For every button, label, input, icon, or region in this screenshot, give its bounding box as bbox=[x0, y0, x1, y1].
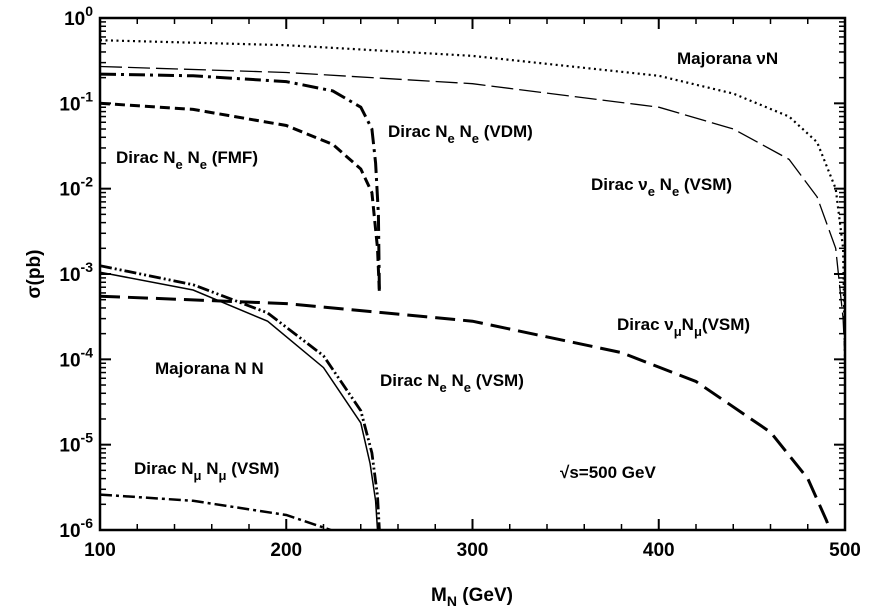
series-line-dirac-ne-ne-vsm bbox=[100, 264, 381, 530]
x-tick-labels: 100 200 300 400 500 bbox=[84, 540, 861, 561]
x-axis-label: MN (GeV) bbox=[431, 585, 513, 607]
y-tick-label: 10-2 bbox=[59, 174, 93, 201]
annotation-dirac-numuNmu-VSM: Dirac νμNμ(VSM) bbox=[617, 315, 750, 339]
plot-frame bbox=[98, 16, 847, 532]
series-line-majorana-n-n bbox=[100, 271, 379, 530]
series-line-dirac-n-vsm bbox=[100, 294, 832, 530]
x-tick-label: 500 bbox=[829, 540, 861, 561]
series-line-dirac-ne-ne-vdm bbox=[100, 72, 381, 293]
x-tick-label: 100 bbox=[84, 540, 116, 561]
series-line-dirac-ne-ne-fmf bbox=[100, 101, 381, 293]
y-tick-labels: 100 10-1 10-2 10-3 10-4 10-5 10-6 bbox=[59, 3, 93, 542]
annotation-dirac-NeNe-VSM: Dirac Ne Ne (VSM) bbox=[380, 371, 524, 395]
x-tick-label: 300 bbox=[457, 540, 489, 561]
annotation-dirac-NeNe-VDM: Dirac Ne Ne (VDM) bbox=[388, 122, 533, 146]
y-tick-label: 100 bbox=[64, 3, 93, 30]
annotation-sqrt-s: √s=500 GeV bbox=[560, 463, 656, 482]
series-line-majorana-n bbox=[100, 39, 845, 360]
annotation-majorana-NN: Majorana N N bbox=[155, 359, 264, 378]
y-tick-label: 10-3 bbox=[59, 259, 93, 286]
x-tick-label: 400 bbox=[643, 540, 675, 561]
annotation-dirac-NeNe-FMF: Dirac Ne Ne (FMF) bbox=[116, 148, 258, 172]
annotation-majorana-nuN: Majorana νN bbox=[677, 49, 778, 68]
y-axis-label: σ(pb) bbox=[24, 250, 45, 299]
y-tick-label: 10-1 bbox=[59, 88, 93, 115]
x-tick-label: 200 bbox=[270, 540, 302, 561]
y-tick-label: 10-4 bbox=[59, 344, 93, 371]
annotation-dirac-NmuNmu-VSM: Dirac Nμ Nμ (VSM) bbox=[134, 459, 279, 483]
series-line-dirac-n-n-vsm bbox=[100, 493, 332, 530]
axis-ticks bbox=[99, 17, 846, 531]
series-group bbox=[100, 39, 845, 530]
annotation-group: Majorana νN Dirac Ne Ne (VDM) Dirac Ne Ne … bbox=[116, 49, 778, 483]
y-tick-label: 10-6 bbox=[59, 515, 93, 542]
y-tick-label: 10-5 bbox=[59, 430, 93, 457]
annotation-dirac-nueNe-VSM: Dirac νe Ne (VSM) bbox=[591, 175, 732, 199]
